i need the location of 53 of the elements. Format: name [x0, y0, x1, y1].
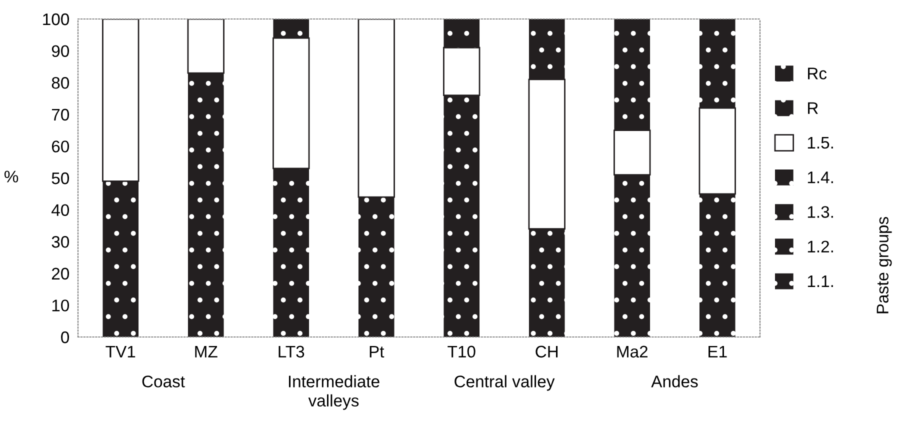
bar [444, 19, 480, 48]
bar [443, 46, 480, 96]
text: Coast [142, 376, 185, 388]
y-tick-label: 90 [52, 45, 70, 58]
x-tick-label: Pt [370, 346, 384, 358]
bar [698, 107, 736, 195]
bar [358, 197, 394, 337]
bar [614, 130, 651, 176]
legend-title: Paste groups [876, 216, 892, 314]
legend-label: R [808, 102, 818, 114]
y-tick-label: 40 [52, 204, 70, 216]
bar [272, 37, 310, 170]
bar [614, 174, 650, 337]
y-tick-label: 70 [52, 108, 70, 121]
y-axis-title: % [4, 170, 18, 182]
y-tick-label: 80 [52, 77, 70, 89]
legend-label: 1.3. [808, 206, 833, 218]
x-tick-label: LT3 [278, 346, 304, 358]
legend-label: 1.4. [808, 172, 833, 184]
bar [528, 228, 565, 337]
x-tick-label: T10 [448, 346, 476, 358]
x-tick-label: TV1 [106, 346, 136, 358]
bar [444, 95, 480, 337]
bar [273, 19, 310, 38]
text: Andes [651, 375, 698, 388]
y-tick-label: 10 [52, 300, 70, 312]
bar [187, 19, 224, 74]
bar [102, 19, 140, 182]
legend-label: 1.2. [808, 240, 833, 252]
bar [699, 194, 736, 337]
y-tick-label: 100 [43, 13, 70, 26]
bar [528, 78, 566, 230]
y-tick-label: 60 [52, 140, 70, 152]
y-tick-label: 20 [52, 268, 70, 280]
y-tick-label: 50 [52, 172, 70, 184]
legend-label: Rc [808, 68, 827, 80]
y-tick-label: 0 [61, 331, 70, 344]
bar [699, 19, 736, 108]
y-tick-label: 30 [52, 236, 70, 248]
bar [273, 168, 310, 337]
bar [358, 19, 395, 198]
x-tick-label: Ma2 [617, 346, 648, 358]
text: Intermediate valleys [288, 375, 380, 410]
bar [614, 19, 650, 130]
x-tick-label: E1 [708, 346, 727, 358]
x-tick-label: MZ [195, 346, 218, 358]
bar [188, 73, 224, 337]
bar [528, 19, 565, 80]
x-tick-label: CH [536, 346, 558, 358]
legend-label: 1.1. [808, 276, 833, 287]
bar [102, 181, 139, 337]
legend-label: 1.5. [808, 137, 833, 149]
text: Central valley [454, 375, 555, 391]
